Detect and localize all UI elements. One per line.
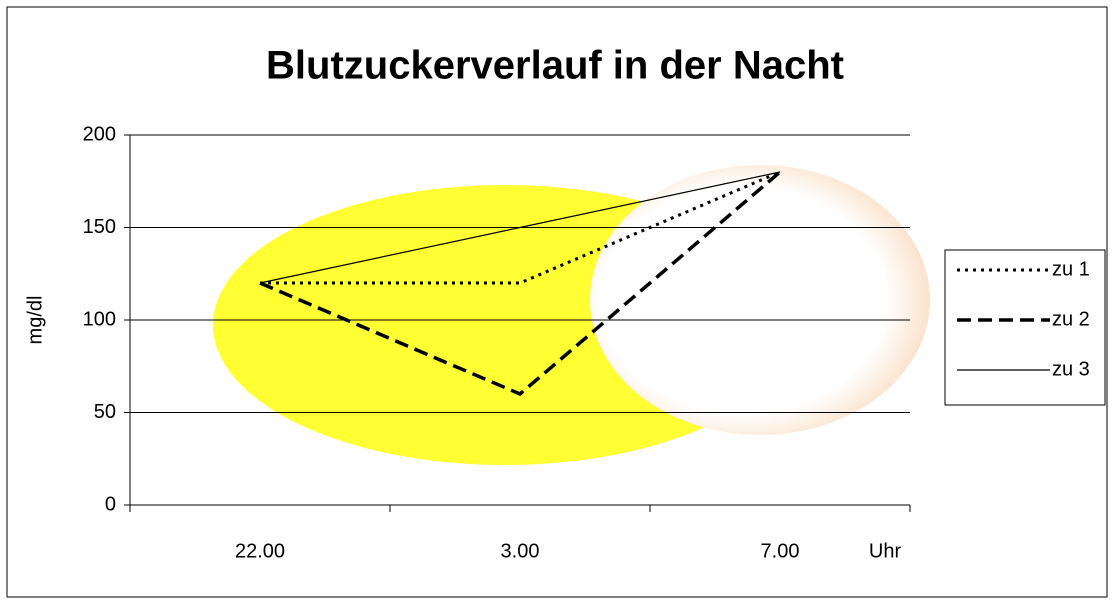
y-tick-label: 200 bbox=[83, 123, 116, 145]
legend-label: zu 3 bbox=[1052, 358, 1090, 380]
x-tick-label: 3.00 bbox=[501, 540, 540, 562]
y-tick-label: 100 bbox=[83, 308, 116, 330]
chart-title: Blutzuckerverlauf in der Nacht bbox=[266, 44, 844, 88]
x-axis-label: Uhr bbox=[869, 540, 902, 562]
legend-label: zu 2 bbox=[1052, 308, 1090, 330]
x-tick-label: 22.00 bbox=[235, 540, 285, 562]
legend-label: zu 1 bbox=[1052, 258, 1090, 280]
y-tick-label: 50 bbox=[94, 401, 116, 423]
y-tick-label: 0 bbox=[105, 493, 116, 515]
y-tick-label: 150 bbox=[83, 216, 116, 238]
y-axis-label: mg/dl bbox=[24, 296, 46, 345]
chart: Blutzuckerverlauf in der Nacht mg/dl Uhr… bbox=[0, 0, 1114, 604]
x-tick-label: 7.00 bbox=[761, 540, 800, 562]
